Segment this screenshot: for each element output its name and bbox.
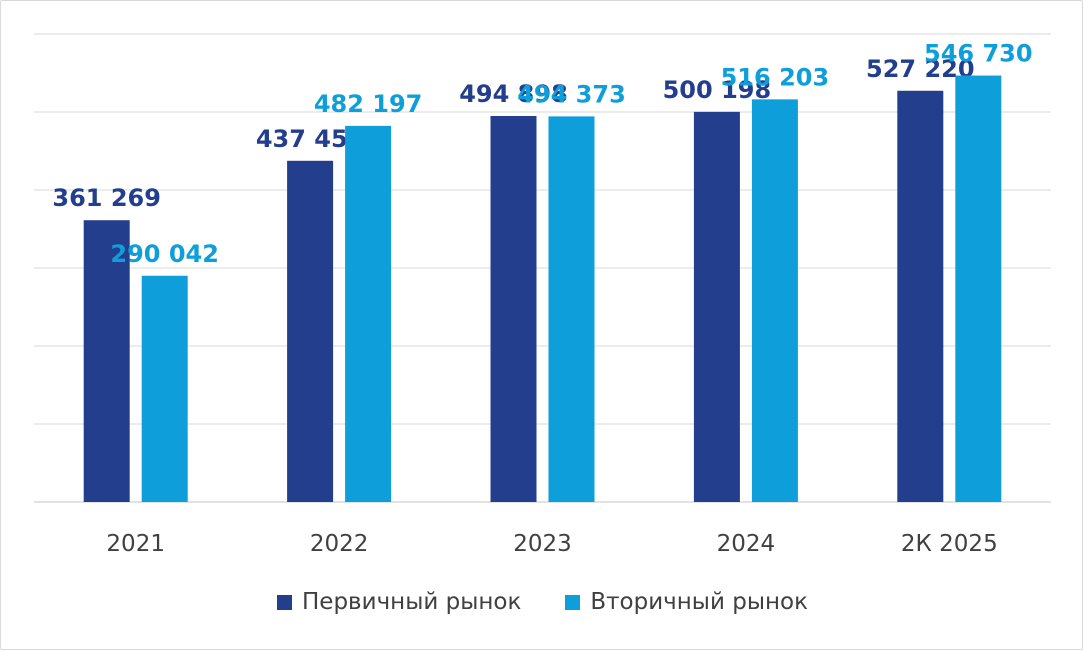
bar-primary <box>83 220 130 502</box>
bar-primary <box>287 160 334 502</box>
legend-swatch-primary <box>277 594 293 610</box>
bar-primary <box>693 111 740 503</box>
bar-secondary <box>955 75 1002 502</box>
data-label-primary: 361 269 <box>52 184 161 212</box>
data-label-secondary: 546 730 <box>924 40 1033 68</box>
bar-secondary <box>751 99 798 502</box>
data-label-primary: 500 198 <box>663 76 772 104</box>
legend-item-primary: Первичный рынок <box>277 589 521 615</box>
bar-primary <box>897 90 944 502</box>
data-label-secondary: 516 203 <box>721 63 830 91</box>
x-tick-label: 2023 <box>513 531 572 557</box>
x-tick-label: 2021 <box>106 531 165 557</box>
x-tick-label: 2К 2025 <box>901 531 998 557</box>
legend-label-secondary: Вторичный рынок <box>590 589 808 615</box>
data-label-primary: 494 898 <box>459 80 568 108</box>
data-label-secondary: 482 197 <box>314 90 423 118</box>
x-tick-label: 2024 <box>717 531 776 557</box>
data-label-secondary: 290 042 <box>110 240 219 268</box>
x-tick-label: 2022 <box>310 531 369 557</box>
bar-secondary <box>141 275 188 502</box>
legend-label-primary: Первичный рынок <box>302 589 522 615</box>
legend-item-secondary: Вторичный рынок <box>565 589 808 615</box>
bar-secondary <box>548 116 595 502</box>
bar-secondary <box>345 125 392 502</box>
data-label-secondary: 494 373 <box>517 80 626 108</box>
legend: Первичный рынок Вторичный рынок <box>1 589 1083 615</box>
bar-primary <box>490 115 537 503</box>
legend-swatch-secondary <box>565 594 581 610</box>
